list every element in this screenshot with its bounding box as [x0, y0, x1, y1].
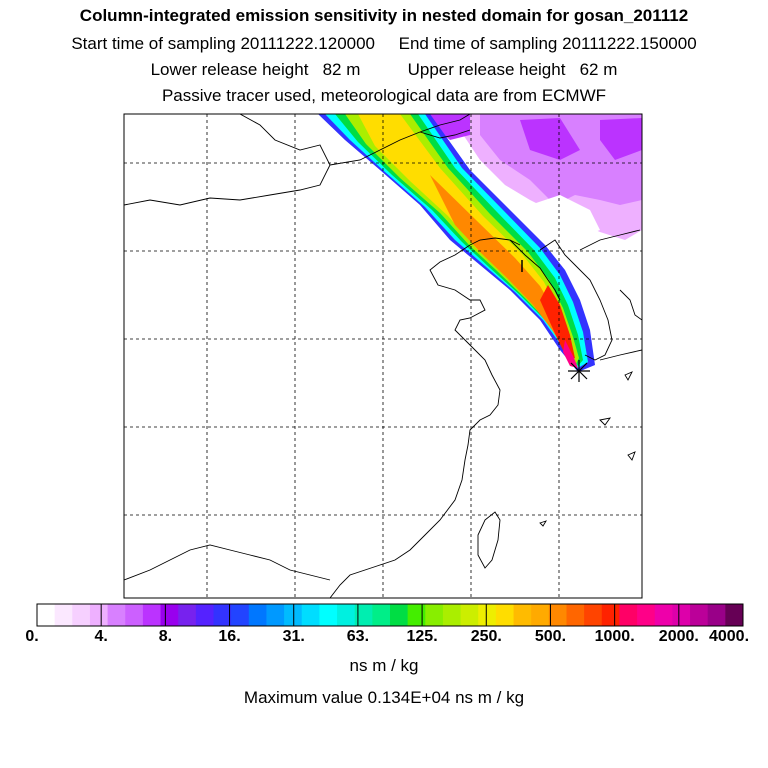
- map-grid: [124, 114, 642, 598]
- colorbar-swatch: [725, 604, 744, 626]
- colorbar-swatch: [231, 604, 250, 626]
- maximum-value: Maximum value 0.134E+04 ns m / kg: [243, 688, 525, 707]
- colorbar-swatch: [531, 604, 550, 626]
- coastlines: [124, 114, 642, 598]
- colorbar-tick-label: 2000.: [658, 628, 699, 645]
- colorbar-swatch: [584, 604, 603, 626]
- colorbar-frame: [36, 603, 744, 627]
- plume-band-red: [540, 285, 575, 360]
- colorbar-swatch: [672, 604, 691, 626]
- colorbar-swatch: [284, 604, 303, 626]
- colorbar-swatch: [337, 604, 356, 626]
- colorbar-tick-label: 1000.: [594, 628, 635, 645]
- colorbar-swatch: [301, 604, 320, 626]
- colorbar-swatch: [495, 604, 515, 626]
- colorbar-swatch: [460, 604, 479, 626]
- colorbar-swatch: [390, 604, 409, 626]
- plume-band-green: [335, 114, 583, 366]
- colorbar-tick-label: 16.: [218, 628, 241, 645]
- colorbar-swatch: [425, 604, 444, 626]
- colorbar-swatch: [407, 604, 426, 626]
- colorbar: [36, 603, 744, 627]
- colorbar-tick-label: 500.: [534, 628, 567, 645]
- colorbar-swatch: [548, 604, 567, 626]
- colorbar-tick-label: 250.: [470, 628, 502, 645]
- plot-title: Column-integrated emission sensitivity i…: [79, 6, 689, 25]
- colorbar-swatch: [54, 604, 73, 626]
- colorbar-swatch: [142, 604, 162, 626]
- colorbar-tick-label: 63.: [346, 628, 370, 645]
- colorbar-swatch: [601, 604, 620, 626]
- colorbar-swatch: [566, 604, 585, 626]
- colorbar-swatch: [319, 604, 338, 626]
- colorbar-tick-label: 4.: [94, 628, 108, 645]
- colorbar-swatch: [195, 604, 214, 626]
- plume-band-blue: [318, 114, 595, 372]
- tracer-info: Passive tracer used, meteorological data…: [161, 86, 607, 105]
- colorbar-swatch: [125, 604, 144, 626]
- plume-band-lime: [345, 114, 579, 364]
- colorbar-swatch: [89, 604, 109, 626]
- colorbar-swatch: [690, 604, 709, 626]
- colorbar-swatch: [248, 604, 267, 626]
- colorbar-swatch: [160, 604, 179, 626]
- colorbar-swatch: [372, 604, 391, 626]
- colorbar-swatch: [654, 604, 673, 626]
- colorbar-swatch: [619, 604, 638, 626]
- colorbar-swatch: [213, 604, 232, 626]
- receptor-asterisk-icon: [568, 360, 590, 382]
- colorbar-tick-label: 31.: [282, 628, 305, 645]
- colorbar-tick-label: 125.: [406, 628, 438, 645]
- colorbar-swatch: [513, 604, 532, 626]
- colorbar-swatch: [37, 604, 56, 626]
- colorbar-swatch: [442, 604, 462, 626]
- colorbar-tick-label: 8.: [158, 628, 173, 645]
- plume-band-orange: [430, 175, 572, 356]
- colorbar-swatch: [107, 604, 126, 626]
- colorbar-swatch: [637, 604, 656, 626]
- colorbar-tick-label: 0.: [25, 628, 39, 645]
- map-frame: [123, 113, 643, 599]
- colorbar-swatch: [178, 604, 197, 626]
- colorbar-units: ns m / kg: [349, 656, 419, 675]
- plume-outer-purple: [420, 114, 642, 160]
- colorbar-tick-label: 4000.: [708, 628, 750, 645]
- colorbar-swatch: [354, 604, 373, 626]
- colorbar-swatch: [72, 604, 91, 626]
- plume-band-yellow: [358, 114, 575, 362]
- colorbar-swatch: [478, 604, 497, 626]
- plume-band-cyan: [325, 114, 588, 368]
- plume-band-magenta: [563, 340, 578, 368]
- sampling-times: Start time of sampling 20111222.120000 E…: [71, 34, 697, 53]
- white-gap: [530, 195, 600, 240]
- release-heights: Lower release height 82 m Upper release …: [150, 60, 618, 79]
- colorbar-swatch: [266, 604, 285, 626]
- colorbar-swatch: [707, 604, 726, 626]
